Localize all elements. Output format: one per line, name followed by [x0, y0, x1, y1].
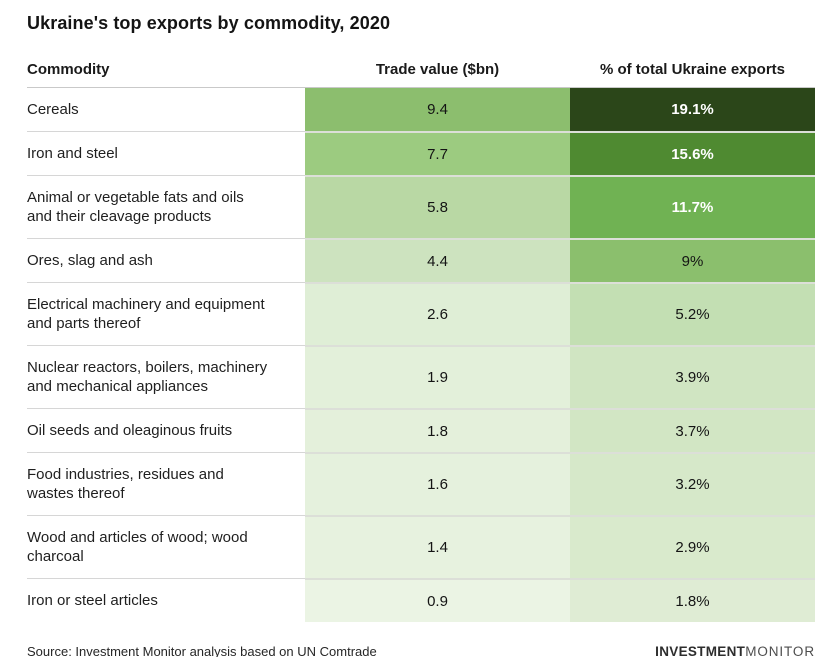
table-row: Iron and steel 7.7 15.6% — [27, 131, 815, 175]
trade-value-cell: 1.6 — [305, 452, 570, 515]
trade-value-cell: 5.8 — [305, 175, 570, 238]
logo-text-investment: INVESTMENT — [655, 644, 746, 657]
table-header-row: Commodity Trade value ($bn) % of total U… — [27, 49, 815, 88]
commodity-cell: Animal or vegetable fats and oils and th… — [27, 175, 305, 238]
commodity-cell: Iron and steel — [27, 131, 305, 175]
footer: Source: Investment Monitor analysis base… — [27, 644, 815, 657]
percent-cell: 1.8% — [570, 578, 815, 622]
logo-text-monitor: MONITOR — [745, 644, 815, 657]
percent-cell: 5.2% — [570, 282, 815, 345]
column-header-trade-value: Trade value ($bn) — [375, 61, 500, 78]
percent-cell: 3.9% — [570, 345, 815, 408]
commodity-cell: Cereals — [27, 101, 79, 118]
percent-cell: 11.7% — [570, 175, 815, 238]
commodity-cell: Nuclear reactors, boilers, machinery and… — [27, 345, 305, 408]
trade-value-cell: 1.9 — [305, 345, 570, 408]
source-note: Source: Investment Monitor analysis base… — [27, 644, 377, 657]
exports-table: Commodity Trade value ($bn) % of total U… — [27, 49, 815, 622]
table-row: Animal or vegetable fats and oils and th… — [27, 175, 815, 238]
commodity-cell: Wood and articles of wood; wood charcoal — [27, 515, 305, 578]
trade-value-cell: 1.4 — [305, 515, 570, 578]
table-row: Electrical machinery and equipment and p… — [27, 282, 815, 345]
percent-cell: 9% — [570, 238, 815, 282]
commodity-cell: Oil seeds and oleaginous fruits — [27, 408, 305, 452]
trade-value-cell: 1.8 — [305, 408, 570, 452]
table-row: Nuclear reactors, boilers, machinery and… — [27, 345, 815, 408]
investment-monitor-logo: INVESTMENTMONITOR — [655, 644, 815, 657]
table-row: Iron or steel articles 0.9 1.8% — [27, 578, 815, 622]
trade-value-cell: 2.6 — [305, 282, 570, 345]
trade-value-cell: 0.9 — [305, 578, 570, 622]
table-row: Food industries, residues and wastes the… — [27, 452, 815, 515]
commodity-cell: Iron or steel articles — [27, 578, 305, 622]
commodity-cell: Food industries, residues and wastes the… — [27, 452, 305, 515]
trade-value-cell: 4.4 — [305, 238, 570, 282]
trade-value-cell: 7.7 — [305, 131, 570, 175]
table-row: Oil seeds and oleaginous fruits 1.8 3.7% — [27, 408, 815, 452]
percent-cell: 19.1% — [570, 88, 815, 131]
percent-cell: 15.6% — [570, 131, 815, 175]
chart-title: Ukraine's top exports by commodity, 2020 — [27, 13, 391, 33]
table-row: Ores, slag and ash 4.4 9% — [27, 238, 815, 282]
percent-cell: 3.2% — [570, 452, 815, 515]
commodity-cell: Electrical machinery and equipment and p… — [27, 282, 305, 345]
table-body: Cereals 9.4 19.1% Iron and steel 7.7 15.6% Ani… — [27, 88, 815, 622]
percent-cell: 3.7% — [570, 408, 815, 452]
table-row: Cereals 9.4 19.1% — [27, 88, 815, 131]
commodity-cell: Ores, slag and ash — [27, 238, 305, 282]
table-row: Wood and articles of wood; wood charcoal… — [27, 515, 815, 578]
trade-value-cell: 9.4 — [305, 88, 570, 131]
column-header-percent: % of total Ukraine exports — [599, 61, 786, 78]
percent-cell: 2.9% — [570, 515, 815, 578]
column-header-commodity: Commodity — [27, 61, 110, 78]
